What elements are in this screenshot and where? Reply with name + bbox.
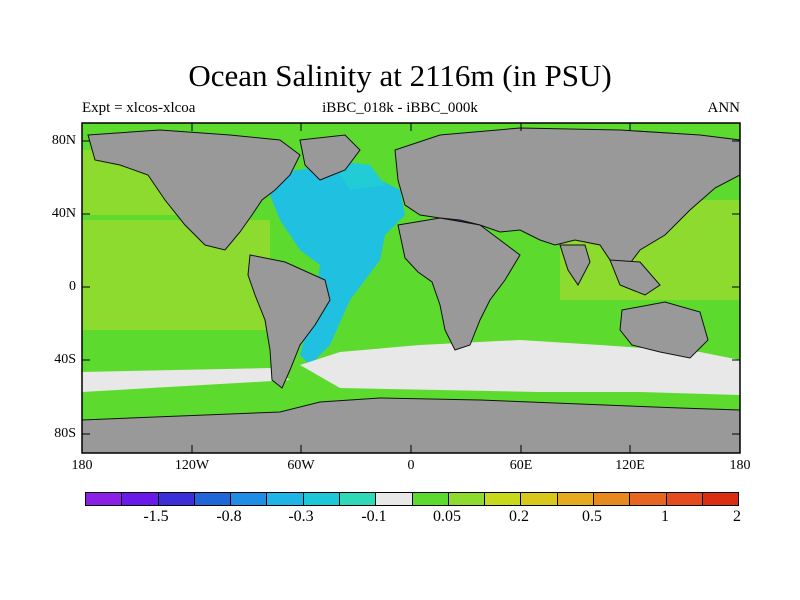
colorbar-label: 0.5 [582,508,602,525]
pacific-band [82,220,270,330]
colorbar-segment [702,493,739,505]
colorbar-segment [158,493,195,505]
colorbar-label: -0.3 [288,508,314,525]
land-masses [81,127,741,454]
colorbar-segment [448,493,486,505]
colorbar-segment [86,493,123,505]
lat-label-equator: 0 [69,279,76,294]
lat-label-80s: 80S [54,426,76,441]
southern-ocean-band [300,340,740,395]
colorbar-segment [194,493,232,505]
colorbar-segment [122,493,159,505]
map-ticks [82,123,740,453]
colorbar-segment [412,493,449,505]
colorbar-segment [376,493,413,505]
colorbar-segment [339,493,377,505]
colorbar-segment [666,493,703,505]
lon-label-180e: 180 [729,458,751,473]
colorbar-label: -0.1 [361,508,387,525]
colorbar-segment [593,493,631,505]
season-label: ANN [707,100,741,116]
colorbar [85,492,739,506]
colorbar-segment [521,493,558,505]
colorbar-label: -0.8 [216,508,242,525]
lat-label-40s: 40S [54,352,76,367]
colorbar-label: -1.5 [143,508,169,525]
colorbar-segment [557,493,594,505]
colorbar-label: 1 [661,508,669,525]
lon-label-180w: 180 [71,458,93,473]
page-title: Ocean Salinity at 2116m (in PSU) [188,58,612,93]
lon-label-0: 0 [407,458,415,473]
south-pacific-band [82,368,290,392]
lon-label-120e: 120E [615,458,645,473]
colorbar-segment [303,493,340,505]
colorbar-segment [630,493,667,505]
lon-label-60w: 60W [287,458,315,473]
lon-label-120w: 120W [174,458,210,473]
colorbar-label: 2 [733,508,741,525]
experiment-label: Expt = xlcos-xlcoa [82,100,196,116]
atlantic-freshening [270,165,405,365]
colorbar-segment [231,493,268,505]
colorbar-segment [485,493,522,505]
colorbar-label: 0.05 [433,508,461,525]
lon-label-60e: 60E [509,458,533,473]
colorbar-label: 0.2 [509,508,529,525]
lat-label-40n: 40N [51,206,76,221]
lat-label-80n: 80N [51,133,76,148]
colorbar-segment [267,493,304,505]
case-difference-label: iBBC_018k - iBBC_000k [322,100,478,116]
